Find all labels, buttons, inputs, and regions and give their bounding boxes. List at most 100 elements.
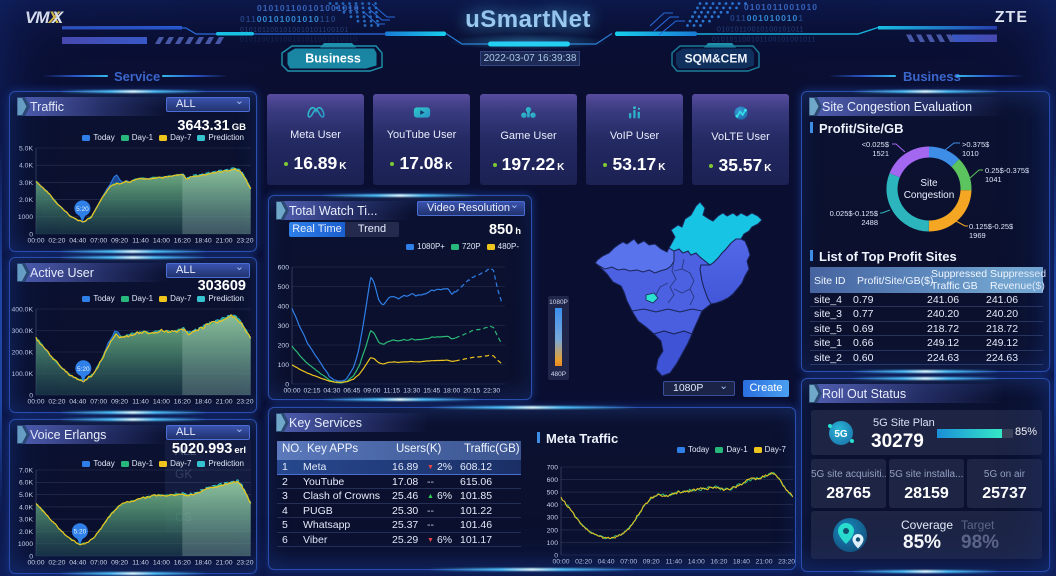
svg-text:0: 0 [29, 392, 33, 399]
svg-text:7.0K: 7.0K [19, 467, 33, 474]
svg-text:15:45: 15:45 [423, 388, 440, 395]
svg-text:14:00: 14:00 [153, 238, 170, 245]
svg-text:700: 700 [547, 464, 559, 471]
svg-text:11:40: 11:40 [132, 238, 149, 245]
svg-text:02:20: 02:20 [48, 560, 65, 567]
svg-text:11:15: 11:15 [384, 388, 401, 395]
svg-text:21:00: 21:00 [216, 560, 233, 567]
svg-text:0: 0 [29, 553, 33, 560]
svg-text:600: 600 [547, 477, 559, 484]
svg-text:Site: Site [920, 178, 938, 189]
svg-text:04:40: 04:40 [69, 399, 86, 406]
svg-text:04:30: 04:30 [323, 388, 340, 395]
svg-text:16:20: 16:20 [174, 399, 191, 406]
svg-text:>0.375$: >0.375$ [962, 140, 990, 149]
svg-text:01010110010100101011: 01010110010100101011 [717, 27, 804, 34]
svg-text:20:15: 20:15 [463, 388, 480, 395]
svg-text:01100101001010110: 01100101001010110 [240, 14, 336, 24]
svg-text:21:00: 21:00 [216, 399, 233, 406]
svg-text:3.0K: 3.0K [19, 517, 33, 524]
svg-text:1010: 1010 [962, 149, 979, 158]
svg-text:2488: 2488 [861, 218, 878, 227]
svg-text:18:40: 18:40 [733, 559, 750, 566]
svg-text:400.0K: 400.0K [11, 306, 33, 313]
svg-text:2.0K: 2.0K [19, 197, 33, 204]
svg-text:500: 500 [278, 284, 290, 291]
svg-text:400: 400 [278, 303, 290, 310]
svg-text:0: 0 [285, 381, 289, 388]
svg-text:Congestion: Congestion [904, 190, 955, 201]
svg-text:1000: 1000 [18, 541, 33, 548]
svg-text:09:20: 09:20 [111, 560, 128, 567]
svg-text:6.0K: 6.0K [19, 480, 33, 487]
svg-text:010110010100101011001010010: 010110010100101011001010010 [240, 37, 358, 44]
svg-text:00:00: 00:00 [27, 399, 44, 406]
svg-text:18:40: 18:40 [195, 560, 212, 567]
svg-text:06:45: 06:45 [343, 388, 360, 395]
svg-text:5G: 5G [834, 429, 848, 440]
svg-text:200: 200 [278, 342, 290, 349]
svg-text:18:40: 18:40 [195, 399, 212, 406]
svg-text:400: 400 [547, 502, 559, 509]
svg-text:02:20: 02:20 [575, 559, 592, 566]
svg-text:04:40: 04:40 [69, 560, 86, 567]
svg-text:02:20: 02:20 [48, 238, 65, 245]
svg-text:13:30: 13:30 [403, 388, 420, 395]
svg-text:09:20: 09:20 [643, 559, 660, 566]
svg-text:0.125$-0.25$: 0.125$-0.25$ [969, 222, 1014, 231]
svg-text:100: 100 [547, 540, 559, 547]
svg-text:04:40: 04:40 [69, 238, 86, 245]
svg-text:0.025$-0.125$: 0.025$-0.125$ [830, 209, 879, 218]
svg-text:0.25$-0.375$: 0.25$-0.375$ [985, 166, 1030, 175]
svg-text:600: 600 [278, 264, 290, 271]
svg-text:07:00: 07:00 [90, 238, 107, 245]
svg-text:1969: 1969 [969, 231, 986, 240]
svg-text:22:30: 22:30 [483, 388, 500, 395]
svg-text:5.0K: 5.0K [19, 492, 33, 499]
svg-text:5:20: 5:20 [76, 206, 89, 213]
svg-text:14:00: 14:00 [153, 560, 170, 567]
svg-text:00:00: 00:00 [27, 560, 44, 567]
svg-text:07:00: 07:00 [90, 560, 107, 567]
svg-text:5.0K: 5.0K [19, 145, 33, 152]
svg-text:11:40: 11:40 [132, 560, 149, 567]
svg-text:<0.025$: <0.025$ [862, 140, 890, 149]
svg-text:5:20: 5:20 [74, 529, 87, 536]
svg-text:00:00: 00:00 [283, 388, 300, 395]
svg-text:18:40: 18:40 [195, 238, 212, 245]
svg-text:11:40: 11:40 [666, 559, 683, 566]
svg-text:23:20: 23:20 [236, 560, 253, 567]
svg-text:4.0K: 4.0K [19, 163, 33, 170]
svg-text:200.0K: 200.0K [11, 349, 33, 356]
svg-text:500: 500 [547, 490, 559, 497]
svg-text:300.0K: 300.0K [11, 328, 33, 335]
svg-text:04:40: 04:40 [598, 559, 615, 566]
svg-text:11:40: 11:40 [132, 399, 149, 406]
svg-text:16:20: 16:20 [174, 560, 191, 567]
svg-text:00:00: 00:00 [27, 238, 44, 245]
svg-text:5:20: 5:20 [77, 366, 90, 373]
svg-text:4.0K: 4.0K [19, 504, 33, 511]
svg-text:23:20: 23:20 [236, 238, 253, 245]
svg-text:Business: Business [305, 52, 361, 66]
svg-text:21:00: 21:00 [755, 559, 772, 566]
svg-text:14:00: 14:00 [688, 559, 705, 566]
svg-text:SQM&CEM: SQM&CEM [685, 52, 748, 66]
svg-text:16:20: 16:20 [710, 559, 727, 566]
svg-text:0101011001010: 0101011001010 [744, 2, 818, 12]
svg-text:0101011001010010101100101: 0101011001010010101100101 [240, 27, 349, 34]
svg-text:1000: 1000 [18, 214, 33, 221]
svg-text:18:00: 18:00 [443, 388, 460, 395]
svg-text:300: 300 [278, 323, 290, 330]
svg-text:07:00: 07:00 [90, 399, 107, 406]
svg-text:09:20: 09:20 [111, 399, 128, 406]
svg-text:1521: 1521 [872, 149, 889, 158]
svg-text:02:15: 02:15 [303, 388, 320, 395]
svg-text:200: 200 [547, 527, 559, 534]
svg-text:1041: 1041 [985, 175, 1002, 184]
svg-text:14:00: 14:00 [153, 399, 170, 406]
svg-text:0: 0 [554, 552, 558, 559]
svg-text:300: 300 [547, 515, 559, 522]
svg-text:3.0K: 3.0K [19, 180, 33, 187]
svg-text:02:20: 02:20 [48, 399, 65, 406]
